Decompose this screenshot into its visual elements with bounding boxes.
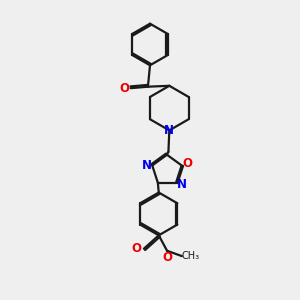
Text: O: O (162, 251, 172, 264)
Text: O: O (132, 242, 142, 255)
Text: N: N (142, 159, 152, 172)
Text: O: O (119, 82, 129, 95)
Text: N: N (164, 124, 174, 137)
Text: O: O (182, 158, 192, 170)
Text: N: N (176, 178, 186, 191)
Text: CH₃: CH₃ (181, 251, 199, 261)
